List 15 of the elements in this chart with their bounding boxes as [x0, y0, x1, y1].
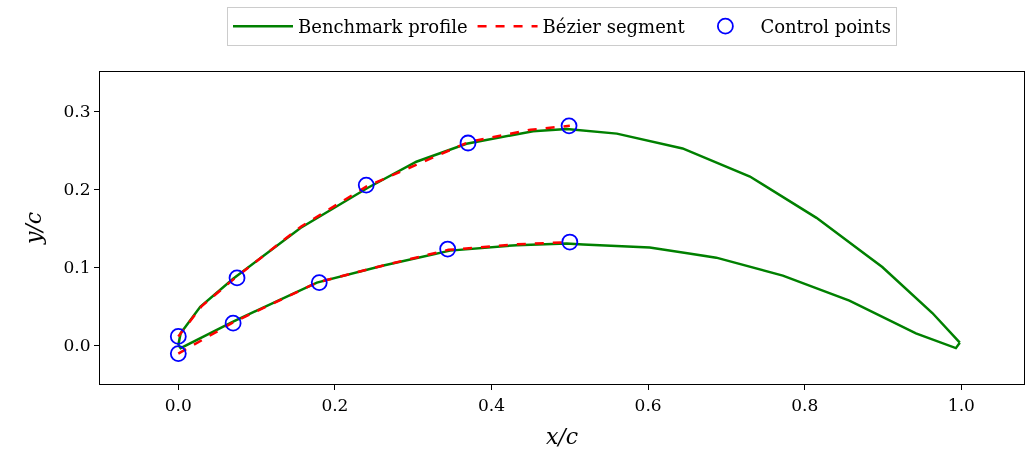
y-tick-label: 0.3 [63, 100, 91, 121]
x-tick-label: 0.6 [634, 394, 662, 415]
x-axis-title: x/c [545, 424, 579, 450]
y-tick-label: 0.2 [63, 178, 91, 199]
x-tick-label: 0.4 [478, 394, 506, 415]
x-tick-label: 0.0 [164, 394, 192, 415]
x-tick-label: 1.0 [947, 394, 975, 415]
y-axis-title: y/c [21, 211, 47, 246]
y-tick-label: 0.1 [63, 256, 91, 277]
legend-label: Control points [760, 16, 891, 38]
y-tick-label: 0.0 [63, 334, 91, 355]
legend-label: Benchmark profile [298, 16, 468, 38]
x-tick-label: 0.8 [791, 394, 819, 415]
x-tick-label: 0.2 [321, 394, 349, 415]
legend-label: Bézier segment [542, 16, 686, 38]
